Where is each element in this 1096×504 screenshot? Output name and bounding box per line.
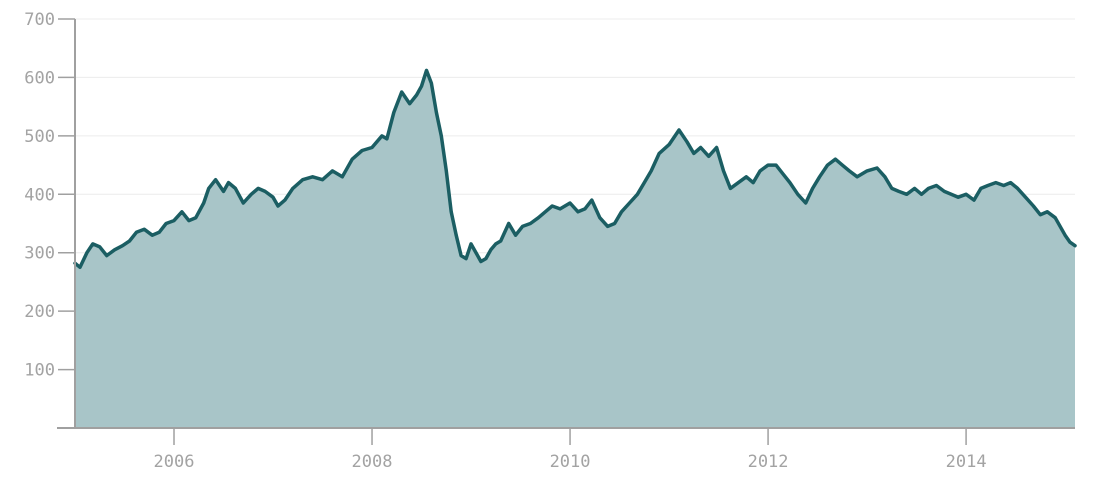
x-tick-label: 2014 [946, 452, 987, 472]
y-tick-label: 600 [24, 68, 55, 88]
series-line [73, 68, 1077, 270]
y-tick-label: 200 [24, 302, 55, 322]
y-tick-label: 500 [24, 127, 55, 147]
y-tick-label: 700 [24, 10, 55, 30]
x-tick-label: 2008 [352, 452, 393, 472]
axes [57, 18, 1075, 445]
series-area-layer [73, 68, 1077, 429]
tick-labels: 100 200 300 400 500 600 700 2006 2008 2010 2012 201… [24, 10, 986, 472]
y-tick-label: 300 [24, 244, 55, 264]
y-tick-label: 100 [24, 361, 55, 381]
x-tick-label: 2010 [550, 452, 591, 472]
x-tick-label: 2012 [748, 452, 789, 472]
x-tick-label: 2006 [154, 452, 195, 472]
series-area-fill [75, 70, 1075, 429]
y-tick-label: 400 [24, 185, 55, 205]
